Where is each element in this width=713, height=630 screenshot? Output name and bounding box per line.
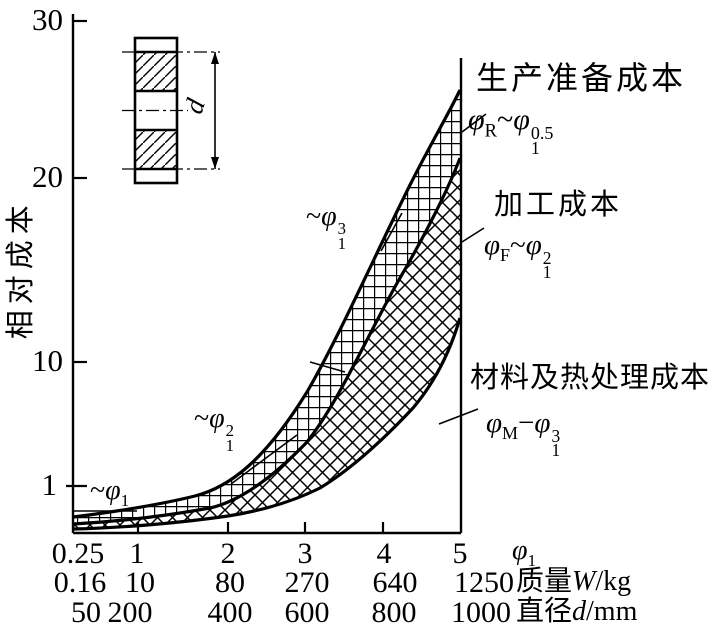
y-tick-marks [66, 19, 87, 488]
inset-dimension-line [211, 52, 219, 169]
curve-machining [72, 157, 462, 526]
tangent-phi-cubed [380, 212, 403, 252]
x-axis-unit-phi1: φ1 [512, 535, 537, 570]
band-machining-cost [73, 158, 460, 529]
x-mass-640: 640 [372, 566, 418, 599]
y-axis-title: 相对成本 [4, 199, 37, 340]
annotation-phi-squared: ~φ 2 1 [194, 403, 235, 455]
annotation-phi-cubed: ~φ 3 1 [306, 201, 347, 253]
y-tick-label-30: 30 [32, 2, 63, 37]
tangent-phi-squared [230, 434, 298, 485]
inset-shaft-drawing [122, 36, 220, 185]
x-axis-unit-diameter: 直径d/mm [516, 596, 638, 627]
x-phi-1: 1 [129, 537, 145, 570]
x-mass-10: 10 [125, 566, 155, 599]
x-axis-unit-mass: 质量W/kg [516, 566, 632, 597]
inset-hatched-block-bottom [135, 130, 177, 169]
curve-production-preparation [72, 89, 462, 519]
formula-machining: φF~φ 2 1 [484, 229, 552, 283]
leader-production-prep [461, 113, 487, 133]
formula-material: φM−φ 3 1 [486, 407, 561, 461]
label-material-heat-treatment-cost: 材料及热处理成本 [470, 362, 711, 394]
arrow-up-icon [211, 52, 219, 64]
x-mass-1250: 1250 [454, 566, 514, 599]
x-mass-0.16: 0.16 [53, 566, 107, 599]
x-mass-80: 80 [215, 566, 245, 599]
y-tick-label-20: 20 [32, 159, 63, 194]
curve-material-heat-treatment [72, 317, 462, 531]
x-dia-800: 800 [371, 596, 417, 629]
x-dia-200: 200 [107, 596, 153, 629]
x-dia-50: 50 [71, 596, 101, 629]
label-machining-cost: 加工成本 [494, 189, 623, 221]
leader-upper-curve [309, 361, 346, 373]
x-mass-270: 270 [284, 566, 330, 599]
x-dia-400: 400 [207, 596, 253, 629]
y-tick-label-10: 10 [32, 343, 63, 378]
x-phi-4: 4 [376, 537, 392, 570]
x-phi-3: 3 [297, 537, 313, 570]
x-phi-0.25: 0.25 [51, 537, 105, 570]
leader-machining [461, 227, 485, 243]
annotation-phi-linear: ~φ1 [90, 475, 130, 510]
x-phi-5: 5 [452, 537, 468, 570]
leader-lines [74, 113, 487, 512]
formula-production-preparation: φR~φ 0.5 1 [468, 103, 554, 159]
y-tick-label-1: 1 [41, 467, 58, 502]
x-phi-2: 2 [220, 537, 236, 570]
inset-centerlines [122, 51, 220, 170]
x-tick-marks [136, 522, 385, 533]
inset-hatched-block-top [135, 52, 177, 91]
arrow-down-icon [211, 157, 219, 169]
x-dia-1000: 1000 [451, 596, 511, 629]
label-production-preparation-cost: 生产准备成本 [476, 60, 687, 96]
x-dia-600: 600 [284, 596, 330, 629]
leader-material [438, 408, 479, 425]
